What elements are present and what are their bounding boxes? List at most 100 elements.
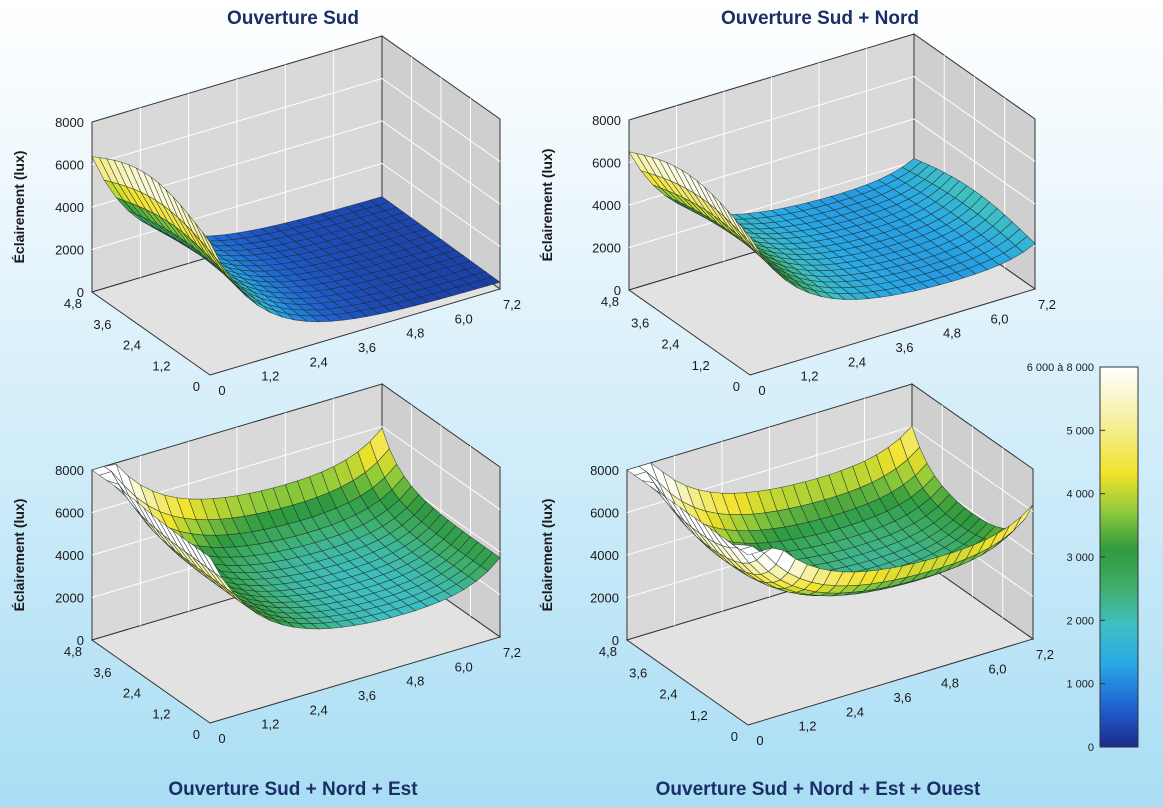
y-tick-label: 3,6 — [93, 317, 111, 332]
y-tick-label: 0 — [193, 727, 200, 742]
z-axis-label: Éclairement (lux) — [11, 499, 27, 612]
x-tick-label: 2,4 — [310, 702, 328, 717]
z-tick-label: 8000 — [55, 115, 84, 130]
x-tick-label: 6,0 — [455, 659, 473, 674]
x-tick-label: 0 — [218, 383, 225, 398]
z-tick-label: 4000 — [590, 548, 619, 563]
chart-panel-3: 0 2000 4000 6000 8000 0 1,2 2,4 3,6 4,8 6,0 7,2 0 1,2… — [539, 383, 1054, 748]
z-tick-label: 4000 — [592, 198, 621, 213]
colorbar-tick-label: 3 000 — [1066, 552, 1094, 564]
colorbar-tick-label: 0 — [1088, 742, 1094, 754]
x-tick-label: 0 — [218, 731, 225, 746]
x-tick-label: 3,6 — [895, 340, 913, 355]
chart-panel-1: 0 2000 4000 6000 8000 0 1,2 2,4 3,6 4,8 6,0 7,2 0 1,2… — [539, 33, 1056, 398]
x-tick-label: 6,0 — [990, 311, 1008, 326]
z-axis-label: Éclairement (lux) — [539, 499, 555, 612]
surface — [91, 156, 501, 323]
chart-panel-0: 0 2000 4000 6000 8000 0 1,2 2,4 3,6 4,8 6,0 7,2 0 1,2… — [11, 35, 521, 398]
y-tick-label: 3,6 — [629, 665, 647, 680]
x-tick-label: 1,2 — [261, 717, 279, 732]
x-tick-label: 7,2 — [503, 645, 521, 660]
y-tick-label: 4,8 — [601, 294, 619, 309]
z-tick-label: 6000 — [55, 506, 84, 521]
z-tick-label: 2000 — [55, 591, 84, 606]
x-tick-label: 3,6 — [358, 688, 376, 703]
z-tick-label: 6000 — [592, 156, 621, 171]
z-tick-label: 4000 — [55, 548, 84, 563]
y-tick-label: 0 — [193, 379, 200, 394]
colorbar-tick-label: 5 000 — [1066, 425, 1094, 437]
ticks: 0 2000 4000 6000 8000 0 1,2 2,4 3,6 4,8 6,0 7,2 0 1,2… — [55, 463, 521, 746]
x-tick-label: 4,8 — [406, 674, 424, 689]
y-tick-label: 0 — [731, 729, 738, 744]
x-tick-label: 0 — [756, 733, 763, 748]
z-tick-label: 0 — [612, 633, 619, 648]
y-tick-label: 3,6 — [631, 315, 649, 330]
chart-title-sud-nord-est: Ouverture Sud + Nord + Est — [168, 779, 418, 800]
chart-title-sud-nord-est-ouest: Ouverture Sud + Nord + Est + Ouest — [656, 779, 981, 800]
x-tick-label: 3,6 — [893, 690, 911, 705]
x-tick-label: 6,0 — [455, 311, 473, 326]
y-tick-label: 3,6 — [93, 665, 111, 680]
surface — [91, 427, 501, 630]
z-tick-label: 0 — [77, 285, 84, 300]
chart-panel-2: 0 2000 4000 6000 8000 0 1,2 2,4 3,6 4,8 6,0 7,2 0 1,2… — [11, 383, 521, 746]
x-tick-label: 1,2 — [261, 369, 279, 384]
surface-cell — [739, 545, 761, 556]
x-tick-label: 1,2 — [798, 719, 816, 734]
chart-title-sud: Ouverture Sud — [227, 8, 359, 29]
chart-title-sud-nord: Ouverture Sud + Nord — [721, 8, 919, 29]
x-tick-label: 3,6 — [358, 340, 376, 355]
ticks: 0 2000 4000 6000 8000 0 1,2 2,4 3,6 4,8 6,0 7,2 0 1,2… — [55, 115, 521, 398]
surface — [628, 151, 1036, 300]
z-tick-label: 8000 — [55, 463, 84, 478]
surface-cell — [202, 551, 223, 579]
y-tick-label: 1,2 — [690, 708, 708, 723]
x-tick-label: 1,2 — [800, 369, 818, 384]
z-tick-label: 8000 — [592, 113, 621, 128]
z-tick-label: 6000 — [590, 506, 619, 521]
z-tick-label: 6000 — [55, 158, 84, 173]
colorbar-tick-label: 2 000 — [1066, 615, 1094, 627]
z-tick-label: 4000 — [55, 200, 84, 215]
y-tick-label: 1,2 — [152, 358, 170, 373]
colorbar-tick-label: 1 000 — [1066, 679, 1094, 691]
y-tick-label: 2,4 — [659, 687, 677, 702]
colorbar: 6 000 à 8 000 5 000 4 000 3 000 2 000 1 000 0 — [1027, 362, 1139, 754]
colorbar-tick-label: 6 000 à 8 000 — [1027, 362, 1094, 374]
colorbar-tick-label: 4 000 — [1066, 489, 1094, 501]
z-axis-label: Éclairement (lux) — [11, 151, 27, 264]
x-tick-label: 2,4 — [846, 704, 864, 719]
y-tick-label: 2,4 — [123, 686, 141, 701]
x-tick-label: 4,8 — [406, 326, 424, 341]
x-tick-label: 2,4 — [848, 354, 866, 369]
z-tick-label: 2000 — [590, 591, 619, 606]
ticks: 0 2000 4000 6000 8000 0 1,2 2,4 3,6 4,8 6,0 7,2 0 1,2… — [592, 113, 1056, 398]
z-tick-label: 2000 — [55, 243, 84, 258]
surface-cell — [202, 232, 223, 266]
y-tick-label: 1,2 — [152, 706, 170, 721]
z-axis-label: Éclairement (lux) — [539, 149, 555, 262]
z-tick-label: 0 — [614, 283, 621, 298]
y-tick-label: 2,4 — [661, 337, 679, 352]
y-tick-label: 1,2 — [692, 358, 710, 373]
z-tick-label: 0 — [77, 633, 84, 648]
y-tick-label: 2,4 — [123, 338, 141, 353]
x-tick-label: 6,0 — [988, 661, 1006, 676]
x-tick-label: 7,2 — [503, 297, 521, 312]
ticks: 0 2000 4000 6000 8000 0 1,2 2,4 3,6 4,8 6,0 7,2 0 1,2… — [590, 463, 1054, 748]
y-tick-label: 4,8 — [599, 644, 617, 659]
x-tick-label: 4,8 — [941, 676, 959, 691]
x-tick-label: 7,2 — [1036, 647, 1054, 662]
y-tick-label: 4,8 — [64, 296, 82, 311]
z-tick-label: 8000 — [590, 463, 619, 478]
z-tick-label: 2000 — [592, 241, 621, 256]
surface — [626, 425, 1034, 597]
x-tick-label: 0 — [758, 383, 765, 398]
surface-cell — [742, 227, 763, 256]
y-tick-label: 0 — [733, 379, 740, 394]
x-tick-label: 2,4 — [310, 354, 328, 369]
y-tick-label: 4,8 — [64, 644, 82, 659]
x-tick-label: 7,2 — [1038, 297, 1056, 312]
